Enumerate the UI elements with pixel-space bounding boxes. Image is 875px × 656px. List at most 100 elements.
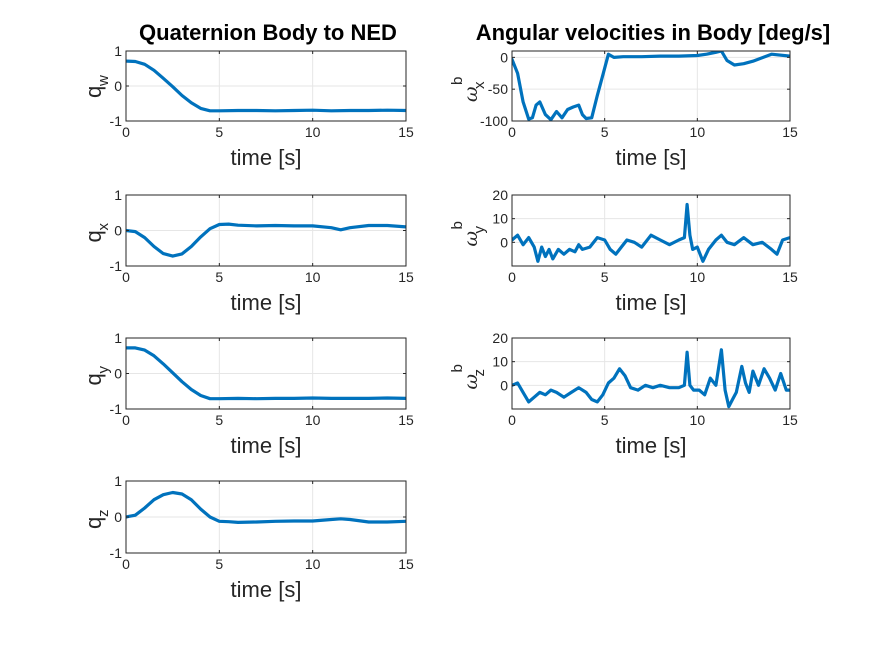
y-axis-label-subscript: y	[95, 366, 112, 374]
plot-area	[512, 338, 790, 409]
x-tick-label: 15	[782, 269, 798, 285]
y-tick-label: 20	[492, 330, 508, 346]
y-tick-label: 0	[500, 377, 508, 393]
x-tick-label: 15	[782, 124, 798, 140]
y-axis-label-main: q	[81, 230, 106, 242]
series-line-wy	[512, 202, 790, 263]
y-axis-label-main: ω	[460, 87, 482, 103]
x-tick-label: 5	[215, 556, 223, 572]
x-tick-label: 0	[122, 556, 130, 572]
x-tick-label: 10	[305, 556, 321, 572]
y-axis-label-main: q	[81, 373, 106, 385]
series-line-wx	[512, 51, 790, 121]
y-tick-label: -1	[110, 545, 123, 561]
x-axis-label: time [s]	[231, 290, 302, 315]
y-tick-label: 0	[114, 223, 122, 239]
x-axis-label: time [s]	[616, 290, 687, 315]
y-tick-label: 10	[492, 354, 508, 370]
x-axis-label: time [s]	[231, 433, 302, 458]
y-axis-label-qy: qy	[81, 366, 112, 386]
x-axis-label: time [s]	[616, 433, 687, 458]
x-tick-label: 10	[690, 412, 706, 428]
series-line-qx	[126, 222, 406, 258]
series-line-qy	[126, 346, 406, 401]
x-axis-label: time [s]	[616, 145, 687, 170]
y-tick-label: 0	[114, 366, 122, 382]
y-tick-label: 0	[114, 509, 122, 525]
x-tick-label: 0	[122, 412, 130, 428]
x-tick-label: 0	[508, 269, 516, 285]
x-axis-label: time [s]	[231, 577, 302, 602]
y-axis-label-qz: qz	[81, 510, 112, 530]
x-tick-label: 10	[305, 124, 321, 140]
axes-box	[511, 194, 791, 267]
y-tick-label: 1	[114, 43, 122, 59]
axes-box	[511, 337, 791, 410]
y-axis-label-superscript: b	[449, 221, 466, 229]
y-tick-label: 20	[492, 187, 508, 203]
series-line-wz	[512, 348, 790, 409]
y-axis-label-superscript: b	[449, 364, 466, 372]
series-line-qw	[126, 59, 406, 113]
y-tick-label: 1	[114, 473, 122, 489]
y-tick-label: -100	[480, 113, 508, 129]
x-tick-label: 0	[508, 412, 516, 428]
x-tick-label: 15	[398, 269, 414, 285]
x-tick-label: 5	[215, 269, 223, 285]
x-tick-label: 10	[305, 269, 321, 285]
x-tick-label: 15	[398, 556, 414, 572]
x-tick-label: 0	[122, 269, 130, 285]
y-axis-label-subscript: y	[471, 226, 488, 234]
y-axis-label-subscript: z	[95, 510, 112, 518]
left-column-title: Quaternion Body to NED	[139, 20, 397, 45]
subplot-wy: 0 5 10 15 0 10 20 time [s] ωyb	[449, 187, 798, 315]
y-axis-label-main: ω	[460, 374, 482, 390]
y-axis-label-qw: qw	[81, 75, 112, 98]
y-axis-label-subscript: x	[95, 223, 112, 231]
plot-area	[512, 195, 790, 266]
y-tick-label: 0	[500, 234, 508, 250]
x-tick-label: 15	[782, 412, 798, 428]
y-axis-label-wx: ωxb	[449, 77, 488, 102]
y-axis-label-subscript: x	[471, 81, 488, 89]
x-tick-label: 5	[601, 269, 609, 285]
x-tick-label: 0	[508, 124, 516, 140]
y-tick-label: 0	[500, 49, 508, 65]
x-tick-label: 15	[398, 412, 414, 428]
y-axis-label-main: q	[81, 86, 106, 98]
right-column-title: Angular velocities in Body [deg/s]	[476, 20, 831, 45]
y-axis-label-subscript: w	[95, 75, 112, 87]
y-axis-label-main: q	[81, 517, 106, 529]
y-axis-label-wz: ωzb	[449, 364, 488, 389]
subplot-wz: 0 5 10 15 0 10 20 time [s] ωzb	[449, 330, 798, 458]
x-tick-label: 10	[690, 269, 706, 285]
y-tick-label: -50	[488, 81, 508, 97]
y-axis-label-subscript: z	[471, 369, 488, 377]
x-tick-label: 5	[601, 124, 609, 140]
y-axis-label-main: ω	[460, 231, 482, 247]
subplot-wx: 0 5 10 15 -100 -50 0 time [s] ωxb	[449, 49, 798, 170]
y-axis-label-wy: ωyb	[449, 221, 488, 246]
x-tick-label: 5	[215, 412, 223, 428]
y-axis-label-qx: qx	[81, 223, 112, 243]
y-tick-label: -1	[110, 113, 123, 129]
x-tick-label: 15	[398, 124, 414, 140]
y-tick-label: -1	[110, 401, 123, 417]
y-tick-label: 10	[492, 211, 508, 227]
x-tick-label: 10	[305, 412, 321, 428]
axes-box	[511, 50, 791, 122]
y-tick-label: 1	[114, 330, 122, 346]
x-tick-label: 5	[215, 124, 223, 140]
y-tick-label: 0	[114, 78, 122, 94]
y-axis-label-superscript: b	[449, 77, 466, 85]
x-tick-label: 5	[601, 412, 609, 428]
y-tick-label: 1	[114, 187, 122, 203]
x-tick-label: 10	[690, 124, 706, 140]
series-line-qz	[126, 490, 406, 525]
